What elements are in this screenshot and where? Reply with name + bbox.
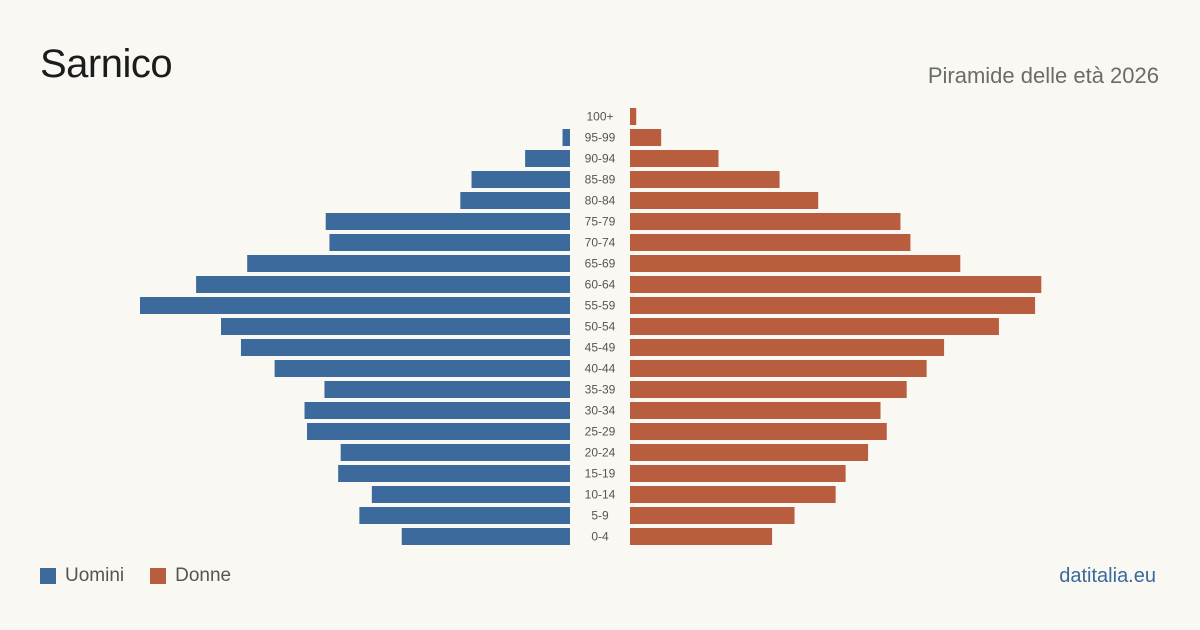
bar-men-20-24 — [340, 444, 570, 461]
bar-men-80-84 — [460, 192, 570, 209]
age-label-70-74: 70-74 — [585, 236, 616, 250]
bar-women-25-29 — [630, 423, 887, 440]
bar-women-100-plus — [630, 108, 637, 125]
bar-women-15-19 — [630, 465, 846, 482]
bar-men-40-44 — [274, 360, 570, 377]
bar-women-35-39 — [630, 381, 907, 398]
age-label-5-9: 5-9 — [591, 509, 609, 523]
bar-men-0-4 — [401, 528, 570, 545]
bar-men-85-89 — [471, 171, 570, 188]
bar-women-20-24 — [630, 444, 869, 461]
bar-men-25-29 — [307, 423, 570, 440]
age-label-25-29: 25-29 — [585, 425, 616, 439]
bar-men-65-69 — [247, 255, 570, 272]
bar-men-70-74 — [329, 234, 570, 251]
brand-link[interactable]: datitalia.eu — [1059, 565, 1156, 587]
legend-swatch-women — [150, 568, 167, 584]
bar-women-45-49 — [630, 339, 945, 356]
age-label-30-34: 30-34 — [585, 404, 616, 418]
bar-women-30-34 — [630, 402, 881, 419]
bar-men-95-99 — [562, 129, 570, 146]
age-label-80-84: 80-84 — [585, 194, 616, 208]
age-label-35-39: 35-39 — [585, 383, 616, 397]
bar-women-0-4 — [630, 528, 773, 545]
bar-women-10-14 — [630, 486, 836, 503]
age-label-45-49: 45-49 — [585, 341, 616, 355]
bar-women-60-64 — [630, 276, 1042, 293]
bar-women-50-54 — [630, 318, 999, 335]
legend-swatch-men — [40, 568, 56, 584]
bar-women-95-99 — [630, 129, 662, 146]
age-label-100-plus: 100+ — [586, 110, 613, 124]
legend: Uomini Donne — [40, 565, 231, 587]
bar-men-75-79 — [325, 213, 570, 230]
age-label-0-4: 0-4 — [591, 530, 609, 544]
bar-men-90-94 — [525, 150, 570, 167]
bar-men-5-9 — [359, 507, 570, 524]
bar-men-50-54 — [221, 318, 570, 335]
age-label-40-44: 40-44 — [585, 362, 616, 376]
age-label-20-24: 20-24 — [585, 446, 616, 460]
bar-women-65-69 — [630, 255, 961, 272]
bar-women-85-89 — [630, 171, 780, 188]
legend-label-men: Uomini — [65, 565, 125, 586]
age-label-65-69: 65-69 — [585, 257, 616, 271]
chart-subtitle: Piramide delle età 2026 — [927, 63, 1159, 88]
bar-men-60-64 — [196, 276, 570, 293]
bar-women-40-44 — [630, 360, 927, 377]
age-label-75-79: 75-79 — [585, 215, 616, 229]
age-label-10-14: 10-14 — [585, 488, 616, 502]
bar-men-15-19 — [338, 465, 570, 482]
bar-women-70-74 — [630, 234, 911, 251]
age-label-95-99: 95-99 — [585, 131, 616, 145]
page-title: Sarnico — [40, 42, 173, 86]
bar-women-55-59 — [630, 297, 1036, 314]
legend-item-women: Donne — [150, 565, 231, 587]
bar-women-75-79 — [630, 213, 901, 230]
age-label-85-89: 85-89 — [585, 173, 616, 187]
legend-item-men: Uomini — [40, 565, 124, 587]
bar-men-55-59 — [140, 297, 570, 314]
bar-women-90-94 — [630, 150, 719, 167]
bar-men-35-39 — [324, 381, 570, 398]
bar-men-30-34 — [304, 402, 570, 419]
age-label-55-59: 55-59 — [585, 299, 616, 313]
legend-label-women: Donne — [175, 565, 232, 586]
bar-men-10-14 — [371, 486, 570, 503]
age-label-60-64: 60-64 — [585, 278, 616, 292]
bar-women-80-84 — [630, 192, 819, 209]
age-label-90-94: 90-94 — [585, 152, 616, 166]
age-label-15-19: 15-19 — [585, 467, 616, 481]
bar-men-45-49 — [240, 339, 570, 356]
bar-women-5-9 — [630, 507, 795, 524]
age-label-50-54: 50-54 — [585, 320, 616, 334]
